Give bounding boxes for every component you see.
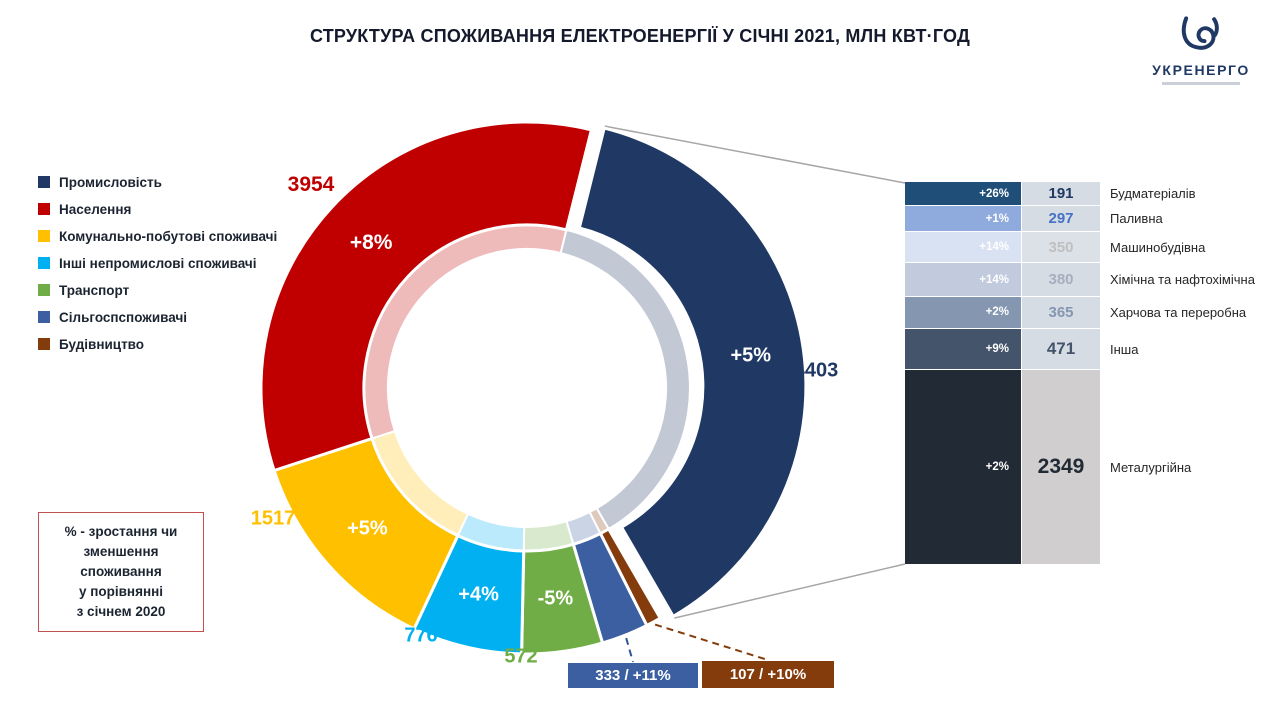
- breakdown-value: 2349: [1022, 370, 1100, 565]
- callout-leader-line-1: [654, 623, 769, 661]
- note-line: % - зростання чи: [64, 524, 178, 539]
- legend-item-5: Транспорт: [38, 282, 277, 298]
- donut-slice-1: [259, 120, 594, 473]
- donut-slice-0: [577, 126, 808, 619]
- breakdown-change: +1%: [905, 206, 1022, 232]
- legend-swatch-icon: [38, 176, 50, 188]
- ukrenergo-logo: УКРЕНЕРГО: [1138, 14, 1264, 85]
- chart-legend: Промисловість Населення Комунально-побутов…: [38, 174, 277, 352]
- breakdown-label: Харчова та переробна: [1110, 304, 1247, 320]
- breakdown-label: Хімічна та нафтохімічна: [1110, 272, 1255, 288]
- breakdown-row-1: +1% 297 Паливна: [905, 206, 1255, 232]
- legend-swatch-icon: [38, 338, 50, 350]
- chart-title: СТРУКТУРА СПОЖИВАННЯ ЕЛЕКТРОЕНЕРГІЇ У СІ…: [309, 26, 971, 46]
- legend-item-1: Промисловість: [38, 174, 277, 190]
- breakdown-change: +2%: [905, 370, 1022, 565]
- note-line: у порівнянні: [78, 584, 164, 599]
- legend-swatch-icon: [38, 203, 50, 215]
- legend-label: Інші непромислові споживачі: [59, 255, 257, 271]
- breakdown-change: +26%: [905, 182, 1022, 205]
- breakdown-row-5: +9% 471 Інша: [905, 328, 1255, 370]
- legend-item-6: Сільгоспспоживачі: [38, 309, 277, 325]
- legend-swatch-icon: [38, 230, 50, 242]
- callout-leader-line-0: [625, 637, 634, 663]
- legend-swatch-icon: [38, 257, 50, 269]
- breakdown-value: 297: [1022, 206, 1100, 232]
- ukrenergo-logo-tagline: [1162, 82, 1240, 85]
- ukrenergo-logo-text: УКРЕНЕРГО: [1152, 62, 1250, 78]
- legend-label: Населення: [59, 201, 132, 217]
- legend-label: Будівництво: [59, 336, 145, 352]
- breakdown-value: 380: [1022, 263, 1100, 296]
- breakdown-row-3: +14% 380 Хімічна та нафтохімічна: [905, 263, 1255, 296]
- connector-line-top: [604, 125, 906, 184]
- breakdown-value: 191: [1022, 182, 1100, 205]
- breakdown-label: Паливна: [1110, 211, 1163, 227]
- legend-swatch-icon: [38, 284, 50, 296]
- legend-swatch-icon: [38, 311, 50, 323]
- legend-item-7: Будівництво: [38, 336, 277, 352]
- note-box: % - зростання чи зменшення споживання у пор…: [38, 512, 204, 632]
- legend-label: Транспорт: [59, 282, 130, 298]
- breakdown-row-2: +14% 350 Машинобудівна: [905, 232, 1255, 263]
- note-line: зменшення: [83, 544, 159, 559]
- industry-breakdown-panel: +26% 191 Будматеріалів +1% 297 Паливна +14% 350…: [905, 182, 1255, 565]
- legend-label: Комунально-побутові споживачі: [59, 228, 278, 244]
- legend-label: Промисловість: [59, 174, 162, 190]
- ukrenergo-logo-icon: [1181, 16, 1219, 50]
- legend-item-4: Інші непромислові споживачі: [38, 255, 277, 271]
- breakdown-change: +14%: [905, 232, 1022, 263]
- breakdown-label: Металургійна: [1110, 459, 1192, 475]
- breakdown-change: +2%: [905, 296, 1022, 328]
- breakdown-value: 350: [1022, 232, 1100, 263]
- legend-item-2: Населення: [38, 201, 277, 217]
- breakdown-row-0: +26% 191 Будматеріалів: [905, 182, 1255, 205]
- note-line: з січнем 2020: [76, 604, 166, 619]
- breakdown-row-6: +2% 2349 Металургійна: [905, 370, 1255, 565]
- legend-item-3: Комунально-побутові споживачі: [38, 228, 277, 244]
- breakdown-label: Будматеріалів: [1110, 186, 1196, 201]
- breakdown-label: Інша: [1110, 341, 1139, 357]
- connector-line-bottom: [674, 563, 906, 619]
- breakdown-label: Машинобудівна: [1110, 239, 1206, 255]
- breakdown-row-4: +2% 365 Харчова та переробна: [905, 296, 1255, 328]
- breakdown-value: 471: [1022, 328, 1100, 370]
- legend-label: Сільгоспспоживачі: [59, 309, 188, 325]
- breakdown-change: +9%: [905, 328, 1022, 370]
- note-line: споживання: [80, 564, 162, 579]
- breakdown-change: +14%: [905, 263, 1022, 296]
- breakdown-value: 365: [1022, 296, 1100, 328]
